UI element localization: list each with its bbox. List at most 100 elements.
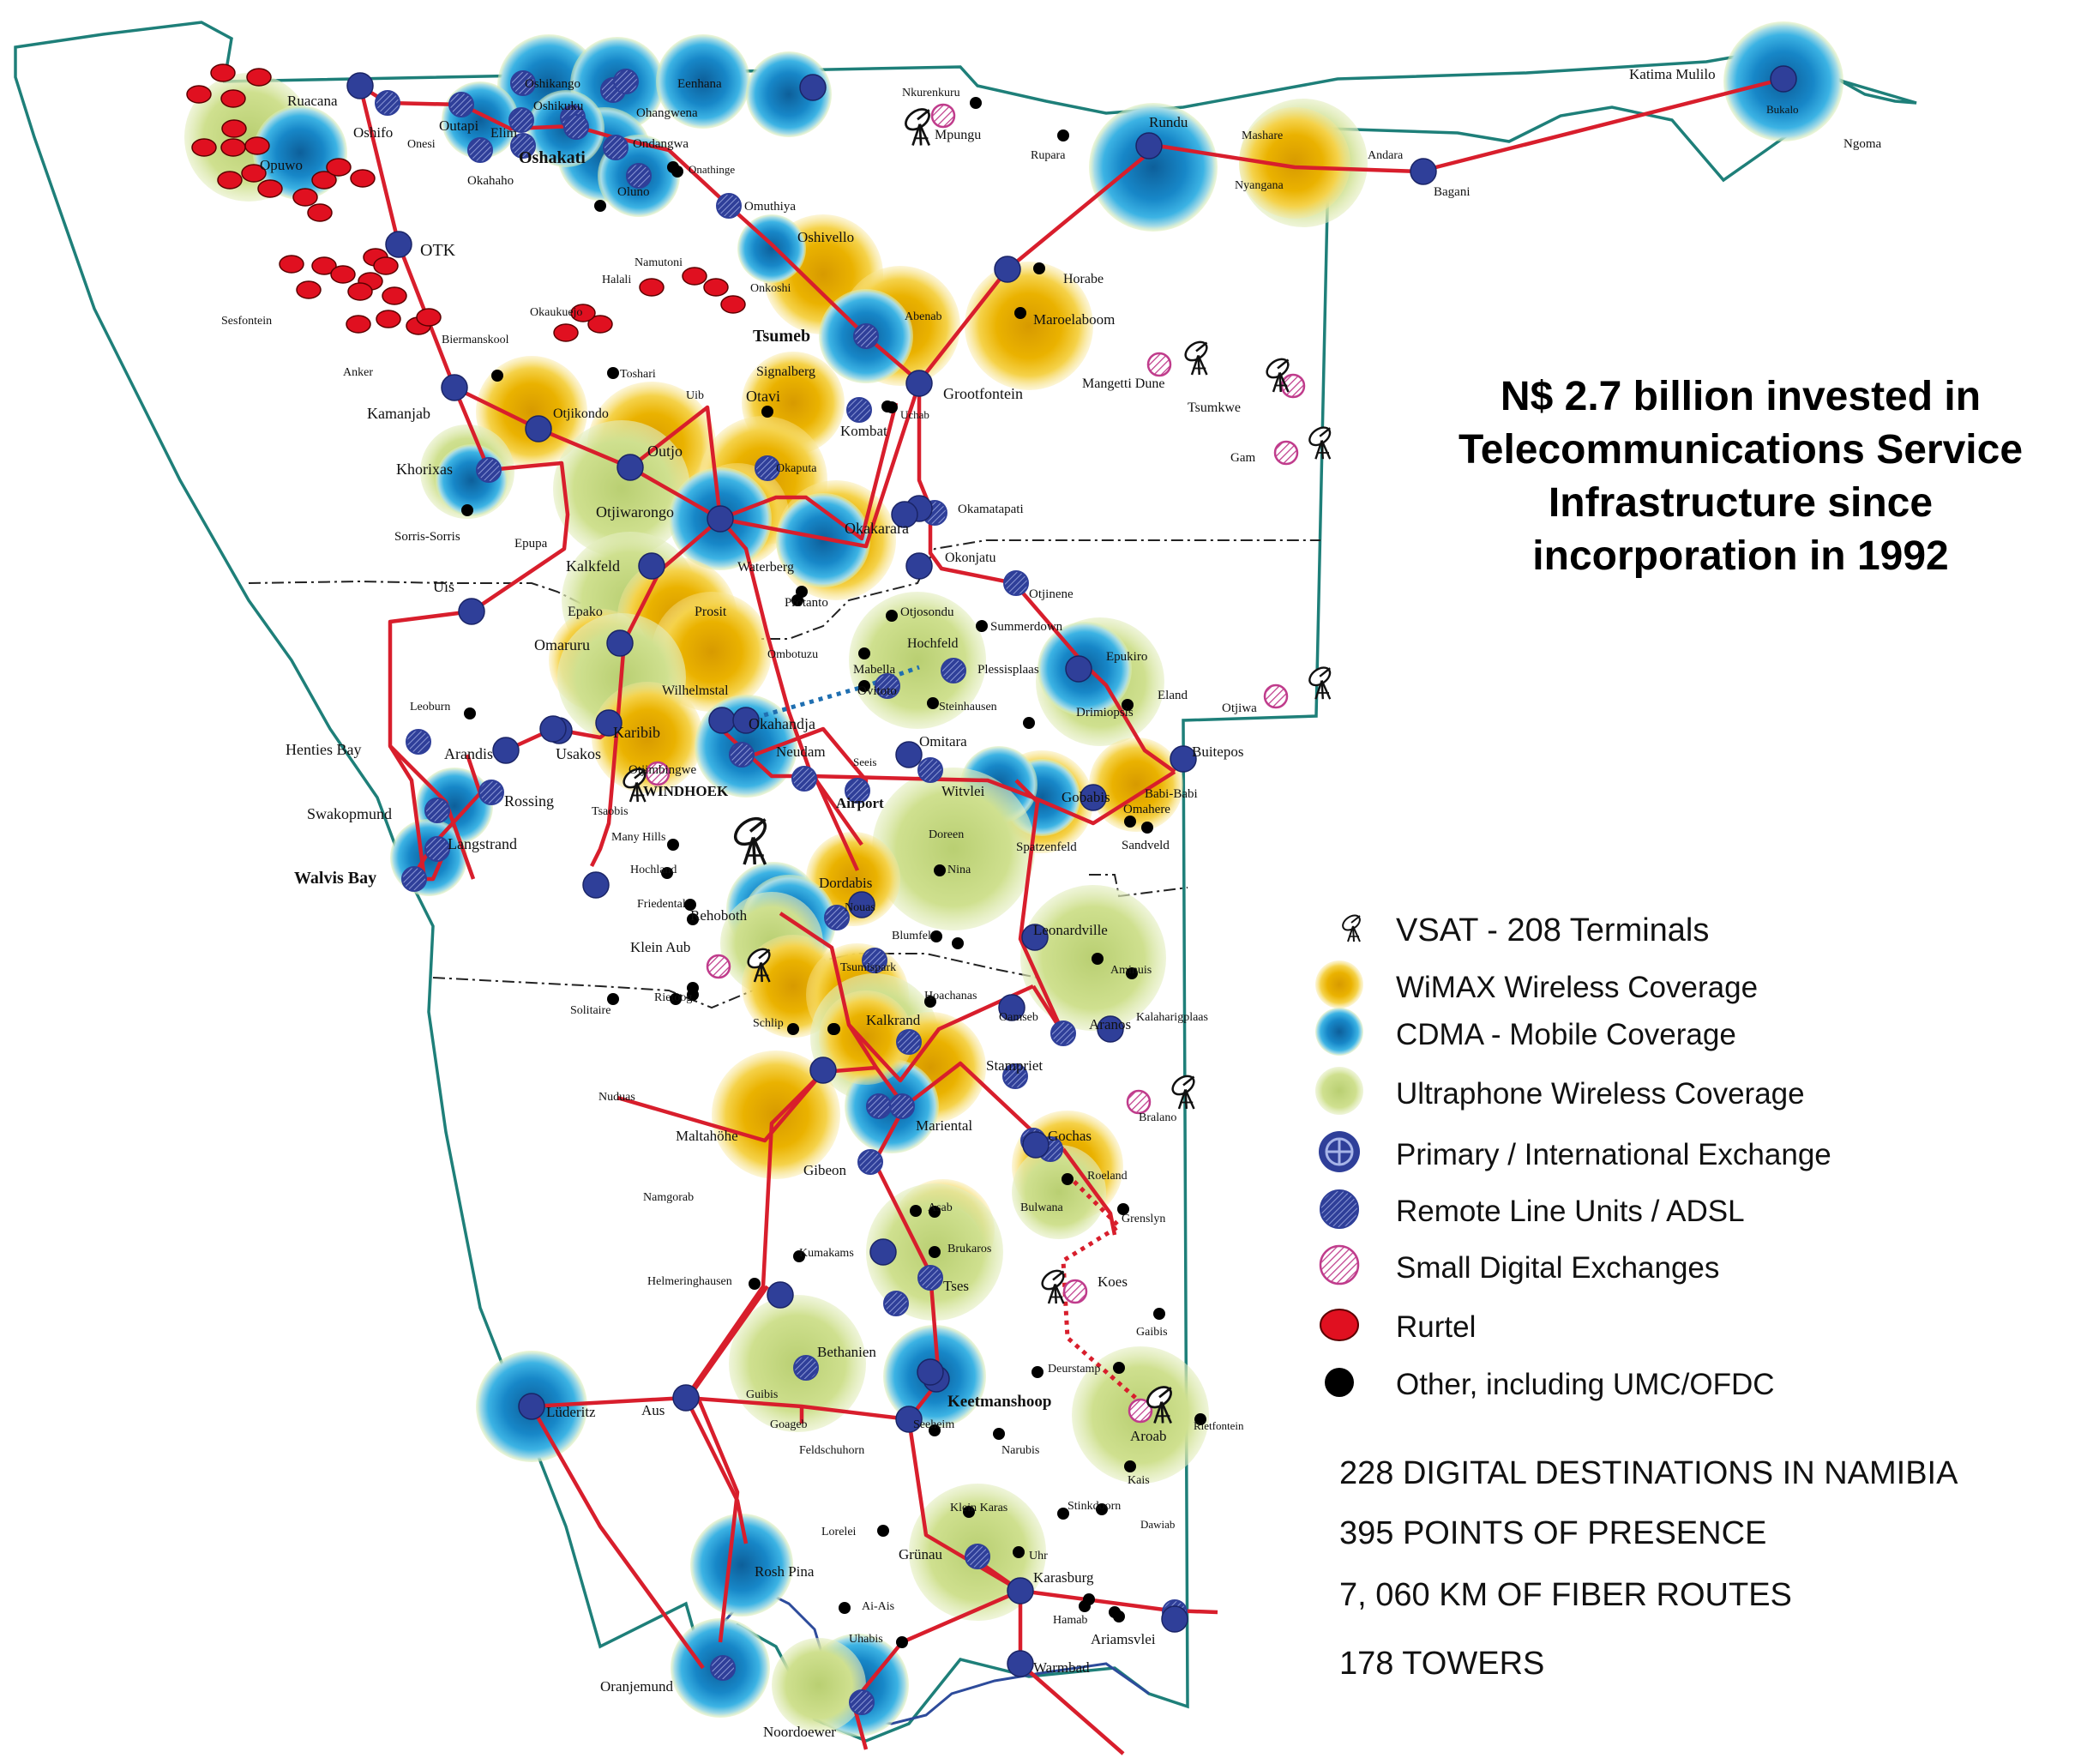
other-site	[858, 647, 870, 659]
wimax-coverage-zone	[1239, 107, 1350, 219]
exchange-node	[518, 1393, 545, 1420]
place-label-toshari: Toshari	[620, 368, 656, 381]
place-label-grenslyn: Grenslyn	[1122, 1213, 1165, 1225]
remote-line-unit	[917, 757, 943, 783]
remote-line-unit	[467, 137, 493, 163]
place-label-oshifo: Oshifo	[353, 124, 393, 141]
coast-and-border	[14, 21, 1917, 1743]
ultraphone-legend-swatch	[1315, 1067, 1363, 1115]
place-label-namutoni: Namutoni	[635, 256, 683, 269]
place-label-leonardville: Leonardville	[1033, 922, 1108, 938]
place-label-blumfel: Blumfel	[892, 930, 931, 942]
place-label-ohangwena: Ohangwena	[636, 106, 698, 120]
remote-line-unit	[883, 1291, 909, 1316]
other-site	[491, 370, 503, 382]
remote-line-unit	[510, 133, 536, 159]
other-site	[881, 400, 893, 412]
place-label-otjiwarongo: Otjiwarongo	[596, 503, 674, 521]
place-label-outjo: Outjo	[647, 443, 683, 460]
small-digital-exchange	[706, 954, 731, 979]
small-digital-exchange	[1273, 440, 1299, 466]
rurtel-site	[311, 171, 337, 190]
place-label-walvis: Walvis Bay	[294, 869, 376, 888]
place-label-mabella: Mabella	[853, 663, 895, 677]
rurtel-site	[296, 280, 322, 299]
other-site	[1194, 1413, 1206, 1425]
place-label-omaruru: Omaruru	[534, 636, 590, 653]
remote-line-unit	[375, 90, 400, 116]
exchange-node	[905, 552, 933, 580]
rurtel-site	[682, 267, 707, 286]
rurtel-site	[217, 171, 243, 190]
map-symbols	[186, 63, 1797, 1715]
other-site	[1113, 1610, 1125, 1623]
place-label-tsumkwe: Tsumkwe	[1188, 400, 1241, 415]
small-digital-exchange	[930, 103, 956, 129]
place-label-narubis: Narubis	[1001, 1444, 1039, 1457]
place-label-feldschuhorn: Feldschuhorn	[799, 1444, 864, 1457]
place-label-aminuis: Aminuis	[1110, 964, 1152, 977]
place-label-tsumeb: Tsumeb	[753, 327, 810, 346]
remote-line-unit	[424, 798, 450, 823]
rlu-legend-icon	[1320, 1189, 1359, 1229]
place-label-ovitoto: Ovitoto	[857, 684, 897, 698]
place-label-wilhelmstal: Wilhelmstal	[662, 683, 729, 698]
legend-cdma: CDMA - Mobile Coverage	[1396, 1018, 1736, 1051]
remote-line-unit	[1002, 1063, 1028, 1089]
place-label-kalkrand: Kalkrand	[866, 1012, 921, 1028]
place-label-okaukuejo: Okaukuejo	[530, 306, 582, 319]
place-label-khorixas: Khorixas	[396, 461, 453, 478]
headline-line-3: Infrastructure since	[1549, 480, 1933, 526]
exchange-node	[1097, 1015, 1124, 1043]
remote-line-unit	[845, 778, 870, 804]
place-label-oluno: Oluno	[617, 185, 650, 199]
place-label-dawiab: Dawiab	[1140, 1518, 1175, 1531]
place-label-nkurenkuru: Nkurenkuru	[902, 87, 960, 99]
cdma-coverage-zone	[690, 1514, 793, 1616]
place-label-tses: Tses	[943, 1278, 969, 1294]
remote-line-unit	[875, 673, 900, 699]
remote-line-unit	[853, 323, 879, 349]
place-label-drimiopsis: Drimiopsis	[1076, 706, 1134, 719]
exchange-node	[917, 1358, 944, 1386]
place-label-neudam: Neudam	[776, 744, 826, 760]
place-label-hochland: Hochland	[630, 864, 677, 876]
place-label-aranos: Aranos	[1089, 1016, 1131, 1033]
place-label-eland: Eland	[1158, 689, 1188, 702]
place-label-keetmanshoop: Keetmanshoop	[947, 1393, 1051, 1411]
exchange-node	[1080, 784, 1107, 811]
place-label-aiais: Ai-Ais	[862, 1600, 894, 1613]
other-site	[1031, 1366, 1044, 1378]
place-label-swakopmund: Swakopmund	[307, 805, 392, 822]
other-site	[1124, 1460, 1136, 1472]
place-label-bulwana: Bulwana	[1020, 1201, 1064, 1214]
rurtel-site	[350, 169, 376, 188]
place-label-kombat: Kombat	[840, 423, 887, 439]
exchange-node	[638, 552, 665, 580]
exchange-node	[895, 741, 923, 768]
exchange-node	[525, 415, 552, 443]
other-site	[793, 1250, 805, 1262]
remote-line-unit	[401, 866, 427, 892]
other-site	[1083, 1593, 1095, 1605]
place-label-okaputa: Okaputa	[776, 462, 817, 475]
other-site	[877, 1525, 889, 1537]
place-label-uchab: Uchab	[900, 408, 929, 421]
remote-line-unit	[448, 92, 474, 117]
rurtel-site	[186, 85, 212, 104]
legend-wimax: WiMAX Wireless Coverage	[1396, 971, 1758, 1004]
place-label-prosit: Prosit	[695, 605, 727, 619]
place-label-kais: Kais	[1128, 1474, 1150, 1487]
other-site	[594, 200, 606, 212]
place-label-gobabis: Gobabis	[1062, 789, 1110, 805]
remote-line-unit	[626, 163, 652, 189]
place-label-eenhana: Eenhana	[677, 77, 722, 91]
ultraphone-coverage-zone	[772, 1638, 866, 1732]
place-label-epako: Epako	[568, 605, 603, 619]
place-label-otavi: Otavi	[746, 388, 780, 405]
place-label-koes: Koes	[1098, 1273, 1128, 1290]
exchange-node	[767, 1281, 794, 1309]
vsat-terminal	[1168, 1071, 1199, 1111]
place-label-maltahohe: Maltahöhe	[676, 1128, 738, 1144]
place-label-roshpina: Rosh Pina	[755, 1563, 815, 1580]
